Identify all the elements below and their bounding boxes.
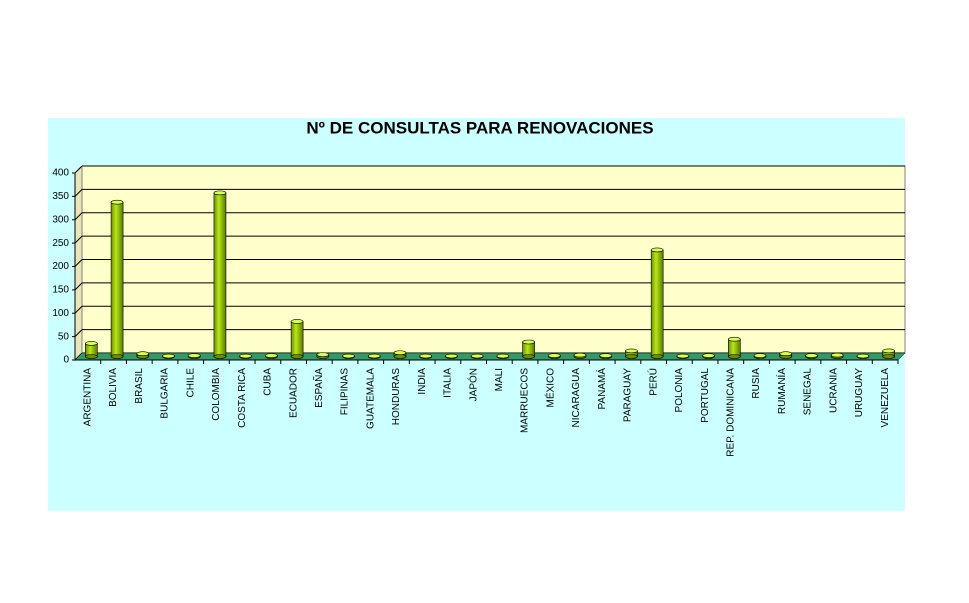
chart-title: Nº DE CONSULTAS PARA RENOVACIONES (306, 118, 653, 137)
bar-base (728, 354, 741, 359)
x-tick-label: RUSIA (751, 368, 762, 399)
x-tick-label: PARAGUAY (623, 368, 634, 422)
x-tick-label: VENEZUELA (880, 368, 891, 428)
x-tick-label: MALI (494, 368, 505, 391)
x-tick-label: RUMANÍA (775, 368, 788, 414)
bar (290, 321, 304, 357)
bar-top (650, 247, 664, 253)
bar-top (753, 353, 767, 358)
bar-top (316, 352, 330, 357)
x-tick-label: COSTA RICA (237, 368, 248, 428)
bar-top (830, 352, 844, 358)
grid-line (74, 282, 83, 291)
bar-top (522, 339, 535, 345)
bar-top (187, 353, 201, 358)
bar-top (136, 351, 150, 356)
x-tick-label: BOLIVIA (108, 368, 119, 407)
x-tick-label: NICARAGUA (571, 368, 582, 428)
bar-top (547, 353, 561, 358)
grid-line (74, 305, 83, 314)
grid-line (74, 329, 83, 337)
x-tick-label: ITALIA (443, 368, 454, 398)
bar-top (573, 352, 587, 358)
grid-line (74, 235, 83, 244)
bar-top (85, 341, 98, 346)
x-tick-label: PERÚ (646, 368, 659, 396)
x-tick-label: INDIA (417, 368, 428, 395)
bar-base (393, 354, 407, 359)
x-tick-label: JAPÓN (466, 368, 479, 401)
x-tick-label: SENEGAL (803, 368, 814, 416)
x-tick-label: GUATEMALA (365, 368, 376, 429)
bar-top (856, 353, 870, 359)
bar-base (522, 354, 535, 359)
bar-top (599, 353, 613, 358)
x-tick-label: PORTUGAL (700, 368, 711, 423)
y-tick-label: 400 (52, 168, 69, 179)
y-tick-label: 250 (52, 238, 69, 249)
bar-base (213, 354, 227, 359)
x-tick-label: COLOMBIA (211, 368, 222, 421)
bar-base (650, 354, 664, 359)
bar-top (882, 348, 895, 354)
x-tick-label: FILIPINAS (340, 368, 351, 416)
bar-top (625, 348, 638, 354)
bar-top (393, 350, 407, 356)
bar-top (779, 351, 793, 356)
bar-top (728, 336, 741, 342)
x-tick-label: POLONIA (674, 368, 685, 413)
bar-top (702, 353, 715, 358)
bar-base (882, 354, 895, 359)
bar-base (85, 354, 98, 359)
y-tick-label: 100 (52, 308, 69, 319)
y-tick-label: 350 (52, 191, 69, 202)
y-tick-label: 300 (52, 214, 69, 225)
x-tick-label: ESPAÑA (312, 368, 325, 408)
bar-base (290, 354, 304, 359)
bar-top (367, 353, 381, 359)
x-tick-label: BRASIL (134, 368, 145, 404)
bar-top (265, 353, 278, 358)
grid-line (74, 212, 83, 221)
bar-top (445, 353, 458, 359)
y-tick-label: 0 (63, 355, 69, 366)
bar-top (419, 353, 433, 359)
x-tick-label: CUBA (263, 368, 274, 396)
grid-line (74, 259, 83, 267)
bar-top (676, 353, 690, 359)
grid-line (74, 165, 83, 174)
x-tick-label: REP. DOMINICANA (725, 368, 736, 457)
bar-top (162, 353, 175, 359)
bar-top (805, 353, 818, 358)
x-tick-label: BULGARIA (160, 368, 171, 419)
x-tick-label: URUGUAY (854, 368, 865, 418)
grid-line (74, 189, 83, 197)
bar-top (342, 353, 355, 359)
bar-base (110, 354, 124, 359)
bar (650, 249, 664, 357)
x-tick-label: UCRANIA (828, 368, 839, 413)
x-tick-label: HONDURAS (391, 368, 402, 426)
bar-top (239, 353, 252, 359)
bar (110, 201, 124, 357)
bar-top (496, 353, 510, 359)
y-tick-label: 150 (52, 285, 69, 296)
bar (213, 192, 227, 357)
bar (728, 338, 741, 357)
bar-base (625, 354, 638, 359)
x-tick-label: CHILE (185, 368, 196, 398)
x-tick-label: ECUADOR (288, 368, 299, 418)
x-tick-label: ARGENTINA (83, 368, 94, 427)
bar-top (470, 353, 484, 359)
y-tick-label: 200 (52, 261, 69, 272)
bar-top (213, 190, 227, 196)
x-tick-label: MARRUECOS (520, 368, 531, 433)
x-tick-label: PANAMÁ (595, 368, 608, 410)
bar-top (290, 319, 304, 324)
x-tick-label: MÉXICO (543, 368, 556, 408)
y-tick-label: 50 (58, 331, 70, 342)
bar-top (110, 199, 124, 205)
